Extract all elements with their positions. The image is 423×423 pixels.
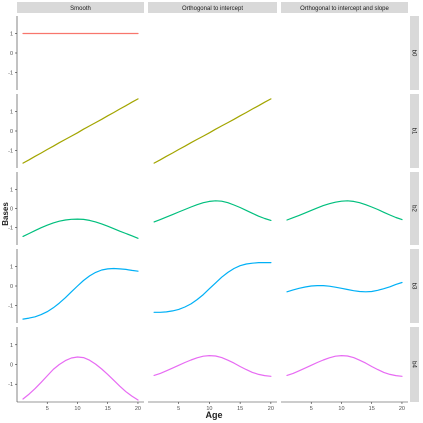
y-tick-label: 1 — [10, 343, 13, 349]
y-tick-label: 0 — [10, 207, 13, 213]
x-tick-label: 15 — [369, 406, 375, 412]
x-tick-label: 5 — [310, 406, 313, 412]
basis-line-b4-col1 — [22, 356, 139, 401]
facet-strip-row — [410, 172, 419, 245]
y-tick-label: 1 — [10, 32, 13, 38]
y-tick-label: -1 — [8, 148, 13, 154]
facet-strip-row — [410, 249, 419, 323]
x-tick-label: 20 — [135, 406, 141, 412]
basis-line-b3-col2 — [153, 262, 272, 313]
facet-strip-column-label: Smooth — [70, 6, 91, 12]
facet-strip-row-label: b0 — [411, 50, 417, 57]
basis-line-b2-col1 — [22, 218, 139, 239]
y-tick-label: -1 — [8, 382, 13, 388]
x-tick-label: 10 — [74, 406, 80, 412]
basis-line-b3-col1 — [22, 267, 139, 320]
y-axis-title: Bases — [1, 202, 10, 226]
basis-line-b4-col3 — [286, 355, 403, 377]
y-tick-label: 0 — [10, 129, 13, 135]
y-tick-label: 1 — [10, 265, 13, 271]
x-tick-label: 15 — [105, 406, 111, 412]
facet-strip-row-label: b3 — [411, 283, 417, 290]
y-tick-label: 0 — [10, 51, 13, 57]
y-tick-label: -1 — [8, 226, 13, 232]
x-tick-label: 10 — [338, 406, 344, 412]
facet-strip-column — [281, 2, 408, 13]
basis-line-b1-col1 — [22, 98, 139, 164]
facet-strip-column-label: Orthogonal to intercept — [182, 6, 243, 12]
basis-line-b3-col3 — [286, 281, 403, 293]
x-axis-title: Age — [205, 410, 222, 420]
x-tick-label: 20 — [399, 406, 405, 412]
basis-line-b4-col2 — [153, 355, 272, 377]
y-tick-label: 1 — [10, 110, 13, 116]
facet-strip-row-label: b4 — [411, 361, 417, 368]
x-tick-label: 15 — [237, 406, 243, 412]
x-tick-label: 20 — [268, 406, 274, 412]
x-tick-label: 5 — [46, 406, 49, 412]
y-tick-label: 0 — [10, 284, 13, 290]
y-tick-label: 1 — [10, 187, 13, 193]
facet-strip-column-label: Orthogonal to intercept and slope — [300, 6, 389, 12]
facet-strip-column — [148, 2, 277, 13]
basis-line-b1-col2 — [153, 98, 272, 164]
y-tick-label: -1 — [8, 70, 13, 76]
y-tick-label: 0 — [10, 363, 13, 369]
facet-strip-row — [410, 16, 419, 90]
facet-strip-column — [17, 2, 144, 13]
facet-strip-row — [410, 94, 419, 168]
facet-strip-row-label: b1 — [411, 128, 417, 135]
basis-line-b2-col3 — [286, 200, 403, 221]
facet-strip-row — [410, 327, 419, 402]
x-tick-label: 5 — [177, 406, 180, 412]
y-tick-label: -1 — [8, 303, 13, 309]
x-tick-label: 10 — [206, 406, 212, 412]
basis-line-b2-col2 — [153, 200, 272, 223]
facet-strip-row-label: b2 — [411, 205, 417, 212]
